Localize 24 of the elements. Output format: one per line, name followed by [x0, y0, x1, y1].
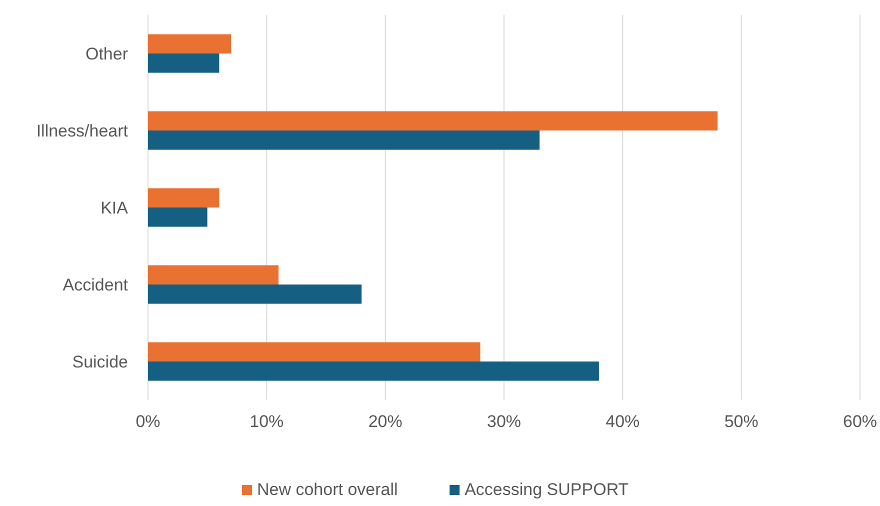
bar [148, 111, 718, 130]
x-tick-label: 40% [606, 412, 640, 431]
legend-label: New cohort overall [257, 480, 398, 499]
bar [148, 362, 599, 381]
x-tick-label: 20% [368, 412, 402, 431]
x-tick-label: 30% [486, 412, 522, 431]
x-tick-label: 0% [136, 412, 160, 431]
bar [148, 130, 540, 150]
legend-label: Accessing SUPPORT [464, 480, 629, 499]
y-tick-label: Accident [62, 275, 128, 294]
x-tick-label: 60% [842, 412, 878, 431]
bar [148, 54, 220, 73]
bar [148, 34, 232, 54]
bar [148, 284, 362, 304]
y-tick-label: Illness/heart [36, 121, 128, 140]
bar [148, 208, 208, 227]
x-tick-label: 10% [250, 412, 284, 431]
bar [148, 342, 480, 362]
y-tick-label: Suicide [72, 352, 128, 372]
bar [148, 188, 220, 208]
y-tick-label: KIA [100, 198, 129, 218]
x-tick-label: 50% [724, 412, 758, 431]
y-tick-label: Other [85, 44, 128, 64]
bar [148, 265, 279, 284]
